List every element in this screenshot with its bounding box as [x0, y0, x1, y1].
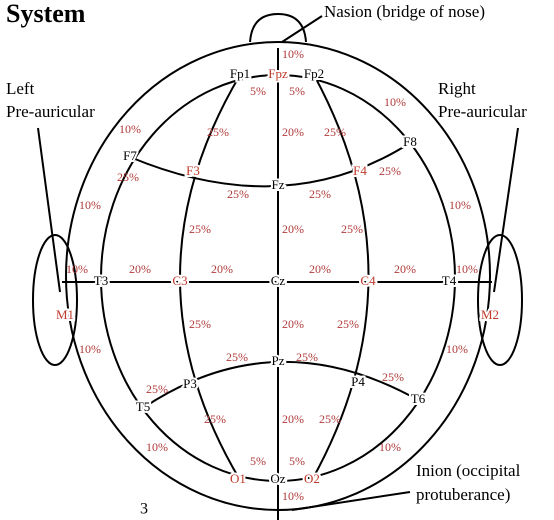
electrode-label: Pz — [272, 353, 285, 368]
percentage-label: 20% — [282, 412, 304, 426]
percentage-label: 25% — [189, 317, 211, 331]
electrode-label: T4 — [442, 273, 457, 288]
annotation: Pre-auricular — [438, 102, 527, 121]
percentage-label: 10% — [282, 489, 304, 503]
electrode-label: O2 — [304, 471, 320, 486]
percentage-label: 5% — [289, 454, 305, 468]
percentage-label: 25% — [324, 125, 346, 139]
percentage-label: 10% — [282, 47, 304, 61]
electrode-label: C4 — [360, 273, 376, 288]
percentage-label: 10% — [384, 95, 406, 109]
percentage-label: 20% — [282, 317, 304, 331]
percentage-label: 5% — [250, 454, 266, 468]
percentage-label: 25% — [296, 350, 318, 364]
frontal-arc — [130, 143, 410, 186]
electrode-label: Fz — [272, 177, 285, 192]
percentage-label: 25% — [309, 187, 331, 201]
electrode-label: M2 — [481, 307, 499, 322]
electrode-label: Cz — [271, 273, 286, 288]
percentage-label: 10% — [119, 122, 141, 136]
percentage-label: 25% — [227, 187, 249, 201]
percentage-label: 10% — [146, 440, 168, 454]
eeg-diagram: System Nasion (bridge of nose) Left Pre-… — [0, 0, 554, 520]
percentage-label: 25% — [204, 412, 226, 426]
electrode-label: P3 — [183, 376, 197, 391]
percentage-label: 20% — [282, 222, 304, 236]
annotation: Nasion (bridge of nose) — [324, 2, 485, 21]
annotation: protuberance) — [416, 485, 510, 504]
percentage-label: 25% — [337, 317, 359, 331]
electrode-label: F4 — [353, 163, 367, 178]
percentage-label: 25% — [226, 350, 248, 364]
percentage-label: 20% — [282, 125, 304, 139]
electrode-label: P4 — [351, 374, 365, 389]
electrode-label: Fp1 — [230, 66, 250, 81]
percentage-label: 25% — [319, 412, 341, 426]
electrode-label: T6 — [411, 391, 426, 406]
percentage-label: 10% — [449, 198, 471, 212]
electrode-label: O1 — [230, 471, 246, 486]
percentage-label: 5% — [250, 84, 266, 98]
percentage-label: 20% — [394, 262, 416, 276]
electrode-label: T5 — [136, 399, 150, 414]
nose — [250, 14, 306, 42]
electrode-label: Fpz — [268, 66, 288, 81]
annotation: Left — [6, 79, 35, 98]
pointer — [494, 128, 518, 292]
annotation: Inion (occipital — [416, 461, 521, 480]
percentage-label: 25% — [382, 370, 404, 384]
percentage-label: 25% — [146, 382, 168, 396]
percentage-label: 25% — [117, 170, 139, 184]
title: System — [6, 0, 86, 28]
percentage-label: 10% — [456, 262, 478, 276]
percentage-label: 20% — [129, 262, 151, 276]
percentage-label: 20% — [211, 262, 233, 276]
percentage-label: 10% — [79, 198, 101, 212]
electrode-label: F8 — [403, 134, 417, 149]
electrode-label: T3 — [94, 273, 108, 288]
percentage-label: 10% — [66, 262, 88, 276]
percentage-label: 10% — [79, 342, 101, 356]
percentage-label: 5% — [289, 84, 305, 98]
percentage-label: 10% — [446, 342, 468, 356]
annotation: Pre-auricular — [6, 102, 95, 121]
percentage-label: 25% — [189, 222, 211, 236]
percentage-label: 25% — [379, 164, 401, 178]
electrode-label: Fp2 — [304, 66, 324, 81]
electrode-label: Oz — [270, 471, 285, 486]
electrode-label: C3 — [172, 273, 187, 288]
annotation: Right — [438, 79, 476, 98]
electrode-label: M1 — [56, 307, 74, 322]
percentage-label: 25% — [207, 125, 229, 139]
pointer — [282, 16, 322, 42]
percentage-label: 25% — [341, 222, 363, 236]
electrode-label: F7 — [123, 148, 137, 163]
pointer — [38, 128, 60, 292]
electrode-label: F3 — [186, 163, 200, 178]
percentage-label: 20% — [309, 262, 331, 276]
percentage-label: 10% — [379, 440, 401, 454]
page-number: 3 — [140, 501, 148, 518]
